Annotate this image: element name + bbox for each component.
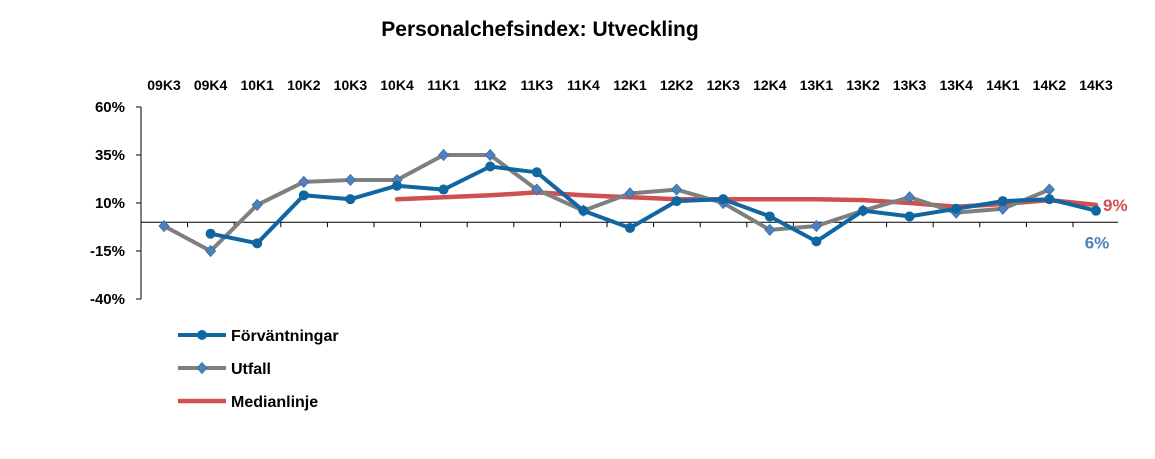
category-label: 13K4 (939, 77, 973, 93)
legend-label: Förväntningar (231, 328, 339, 345)
data-point (625, 222, 635, 233)
y-tick-label: 60% (95, 99, 125, 116)
category-label: 11K3 (520, 77, 553, 93)
data-point (578, 205, 589, 216)
category-label: 14K3 (1079, 77, 1113, 93)
data-point (718, 194, 729, 205)
category-label: 12K3 (706, 77, 740, 93)
legend-item-f-rv-ntningar: Förväntningar (178, 328, 339, 345)
data-point (810, 219, 822, 233)
category-label: 11K2 (474, 77, 507, 93)
category-label: 10K3 (334, 77, 368, 93)
legend-marker (196, 361, 208, 375)
category-label: 14K2 (1033, 77, 1067, 93)
category-label: 10K1 (240, 77, 274, 93)
data-point (158, 219, 170, 233)
data-point (345, 194, 356, 205)
legend-item-utfall: Utfall (178, 361, 271, 378)
data-point (997, 202, 1009, 215)
category-label: 11K1 (427, 77, 460, 93)
data-point (1043, 183, 1055, 196)
end-label: 6% (1085, 234, 1110, 253)
category-label: 13K1 (800, 77, 834, 93)
category-label: 11K4 (567, 77, 600, 93)
data-point (438, 148, 450, 162)
series-line (162, 153, 1052, 253)
category-label: 13K3 (893, 77, 927, 93)
category-label: 09K3 (147, 77, 181, 93)
y-tick-label: -15% (90, 243, 125, 260)
end-labels: 9% 6% (1085, 196, 1128, 253)
legend-label: Utfall (231, 361, 271, 378)
category-label: 14K1 (986, 77, 1020, 93)
data-point (484, 148, 496, 162)
data-point (671, 196, 682, 207)
data-point (671, 183, 683, 196)
data-point (951, 203, 962, 214)
y-axis: 60% 35% 10% -15% -40% (90, 99, 142, 308)
data-point (764, 223, 776, 236)
data-point (624, 187, 636, 200)
legend: Förväntningar Utfall Medianlinje (178, 328, 339, 411)
category-labels: 09K3 09K4 10K1 10K2 10K3 10K4 11K1 11K2 11K3 11K4… (147, 77, 1113, 93)
data-point (1091, 205, 1101, 216)
data-point (344, 173, 356, 187)
legend-marker (197, 330, 207, 340)
series-line (208, 164, 1098, 246)
category-label: 09K4 (194, 77, 228, 93)
data-point (811, 236, 822, 247)
data-point (858, 205, 868, 216)
series-f-rv-ntningar (205, 161, 1101, 249)
data-point (997, 196, 1008, 207)
category-label: 13K2 (846, 77, 880, 93)
category-label: 12K2 (660, 77, 694, 93)
data-point (298, 190, 309, 201)
y-tick-label: -40% (90, 291, 125, 308)
data-point (252, 238, 263, 249)
data-point (764, 211, 775, 222)
data-point (531, 167, 542, 178)
legend-label: Medianlinje (231, 394, 318, 411)
category-label: 12K1 (613, 77, 647, 93)
legend-item-medianlinje: Medianlinje (178, 394, 318, 411)
data-point (485, 161, 496, 172)
data-point (1044, 194, 1055, 205)
data-point (251, 198, 263, 212)
chart-title: Personalchefsindex: Utveckling (381, 18, 698, 41)
y-tick-label: 35% (95, 147, 125, 164)
data-point (205, 228, 216, 239)
data-point (904, 211, 915, 222)
data-point (904, 191, 916, 204)
series-lines (158, 148, 1101, 258)
data-point (392, 180, 402, 191)
data-point (298, 175, 310, 188)
data-point (438, 184, 449, 195)
category-label: 12K4 (753, 77, 787, 93)
y-tick-label: 10% (95, 195, 125, 212)
end-label: 9% (1103, 196, 1128, 215)
data-point (205, 244, 217, 258)
data-point (531, 183, 543, 196)
category-label: 10K4 (380, 77, 414, 93)
category-label: 10K2 (287, 77, 321, 93)
